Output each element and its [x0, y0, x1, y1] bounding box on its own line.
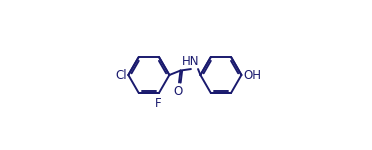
- Text: O: O: [174, 85, 183, 98]
- Text: F: F: [155, 97, 162, 110]
- Text: OH: OH: [244, 69, 262, 81]
- Text: HN: HN: [182, 55, 200, 68]
- Text: Cl: Cl: [116, 69, 127, 81]
